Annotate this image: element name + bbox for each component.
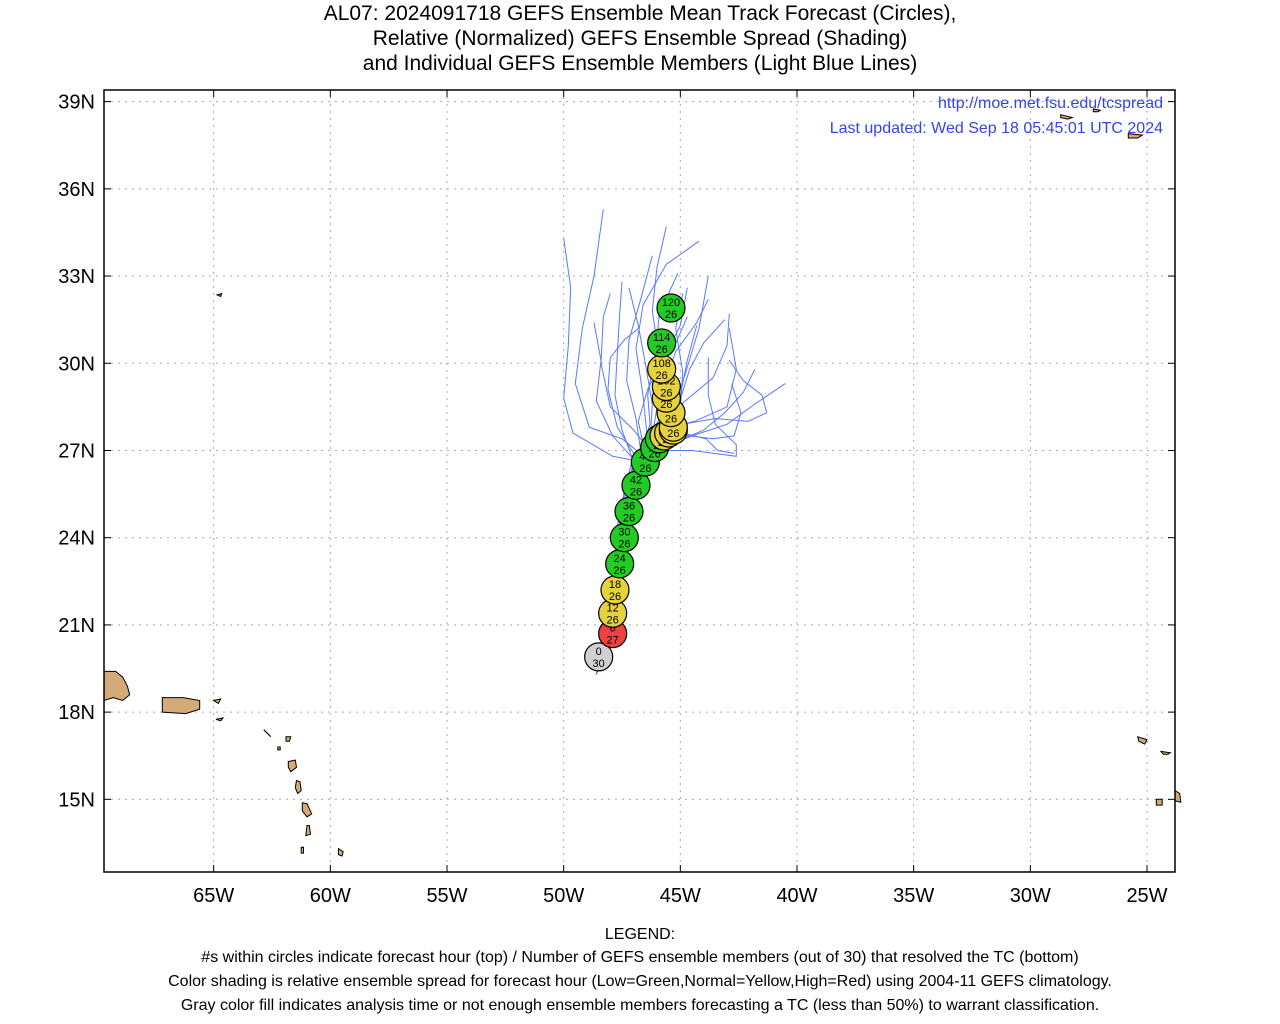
track-members-label: 26 [660,399,672,411]
land-dominica [294,779,302,795]
lat-tick-label: 39N [58,92,95,114]
lon-tick-label: 25W [1126,885,1167,907]
lon-tick-label: 30W [1010,885,1051,907]
grid-lines [104,90,1175,872]
legend-heading: LEGEND: [604,926,676,943]
track-members-label: 26 [623,513,635,525]
lon-tick-label: 40W [776,885,817,907]
land-fogo [1155,798,1163,806]
lat-tick-label: 24N [58,528,95,550]
land-antigua [285,736,292,742]
land-barbados [338,847,344,857]
map-frame [103,89,1176,873]
track-members-label: 26 [665,414,677,426]
land-montserrat [277,746,281,751]
track-hour-label: 12 [607,602,619,614]
land-terceira [1092,108,1102,113]
land-st-vincent [300,846,304,854]
land-st-croix [215,717,225,722]
track-hour-label: 18 [609,579,621,591]
track-hour-label: 30 [618,527,630,539]
track-hour-label: 114 [653,332,671,344]
land-santiago [1174,789,1182,803]
track-members-label: 30 [593,658,605,670]
legend-line-1: #s within circles indicate forecast hour… [201,949,1079,966]
land-pico-faial [1060,114,1075,120]
lat-tick-label: 21N [58,615,95,637]
land-masses [103,108,1182,857]
land-sao-nicolau [1159,750,1172,755]
track-hour-label: 24 [614,553,626,565]
track-hour-label: 42 [630,474,642,486]
land-puerto-rico [161,697,201,715]
legend-line-2: Color shading is relative ensemble sprea… [168,973,1112,990]
land-sao-miguel [1127,133,1144,139]
title-line-2: Relative (Normalized) GEFS Ensemble Spre… [372,27,908,50]
track-hour-label: 120 [662,297,680,309]
lat-tick-label: 18N [58,702,95,724]
land-hispaniola [103,670,131,702]
land-santo-antao [1136,736,1148,745]
track-members-label: 26 [656,370,668,382]
track-members-label: 26 [667,428,679,440]
track-members-label: 26 [614,565,626,577]
land-guadeloupe [287,759,298,773]
title-line-1: AL07: 2024091718 GEFS Ensemble Mean Trac… [323,2,957,25]
track-hour-label: 6 [610,623,616,635]
title-line-3: and Individual GEFS Ensemble Members (Li… [362,52,918,75]
track-members-label: 26 [639,463,651,475]
lat-tick-label: 15N [58,789,95,811]
mean-track-circles: 0306271226182624263026362642264826542660… [584,293,688,672]
lon-tick-label: 50W [543,885,584,907]
axis-ticks: 65W 60W 55W 50W 45W 40W 35W 30W 25W 39N 36N 33N 30N 2… [58,90,1175,907]
land-st-kitts [263,729,272,738]
info-url-link[interactable]: http://moe.met.fsu.edu/tcspread [938,95,1163,112]
land-st-thomas [212,698,222,705]
track-members-label: 26 [665,309,677,321]
track-members-label: 26 [660,388,672,400]
lat-tick-label: 30N [58,353,95,375]
lon-tick-label: 65W [193,885,234,907]
track-members-label: 26 [618,539,630,551]
track-members-label: 26 [609,591,621,603]
last-updated-text: Last updated: Wed Sep 18 05:45:01 UTC 20… [830,120,1163,137]
lon-tick-label: 60W [310,885,351,907]
lon-tick-label: 45W [660,885,701,907]
lat-tick-label: 36N [58,179,95,201]
track-point-0: 030 [584,642,614,672]
lat-tick-label: 33N [58,266,95,288]
track-hour-label: 108 [652,358,670,370]
land-martinique [301,802,313,818]
land-st-lucia [305,825,312,837]
land-bermuda [215,292,223,298]
track-members-label: 26 [607,614,619,626]
track-members-label: 27 [607,635,619,647]
lat-tick-label: 27N [58,440,95,462]
map-border [103,89,1176,873]
track-hour-label: 36 [623,501,635,513]
track-members-label: 26 [656,344,668,356]
track-hour-label: 0 [596,646,602,658]
legend-line-3: Gray color fill indicates analysis time … [180,997,1100,1014]
lon-tick-label: 35W [893,885,934,907]
track-members-label: 26 [630,486,642,498]
lon-tick-label: 55W [426,885,467,907]
